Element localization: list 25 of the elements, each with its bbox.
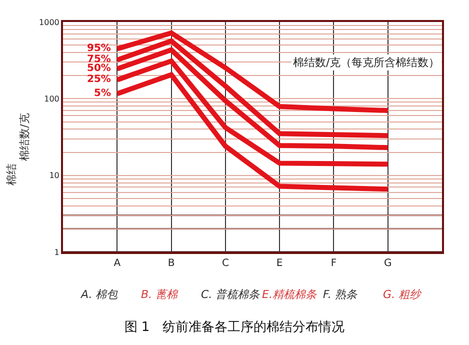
y-tick-label: 10 [49,171,60,180]
x-tick-label: E [276,258,283,269]
x-tick-label: B [168,258,175,269]
text: E.精梳棉条 [262,288,318,301]
y-tick-label: 100 [44,94,60,104]
x-tick-label: C [222,258,229,269]
text: A. 棉包 [80,288,119,301]
series-label: 25% [87,74,111,85]
series-label: 75% [87,54,111,65]
annotation: 棉结数/克（每克所含棉结数） [293,56,440,69]
text: 图 1 纺前准备各工序的棉结分布情况 [124,319,345,336]
series-label: 50% [87,63,111,74]
text: B. 蓖棉 [141,288,179,301]
y-axis-title: 棉结数/克 [18,113,32,161]
series-label: 95% [87,43,111,54]
x-tick-label: G [384,258,392,269]
x-tick-label: A [114,258,121,269]
text: C. 普梳棉条 [201,288,261,301]
text: 棉结 [5,163,18,186]
y-tick-label: 1 [54,248,60,257]
x-tick-label: F [330,258,337,269]
text: F. 熟条 [323,288,358,301]
text: G. 粗纱 [383,288,423,301]
series-label: 5% [94,88,111,99]
y-tick-label: 1000 [39,18,60,27]
